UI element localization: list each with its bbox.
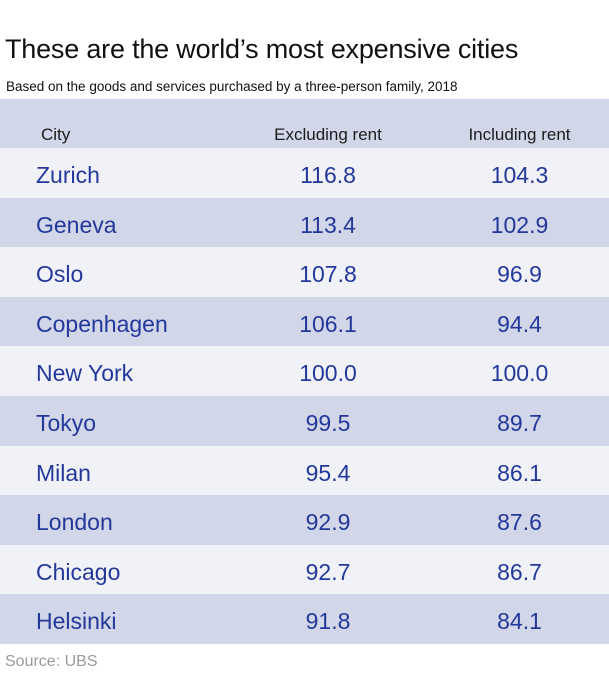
table-row: Chicago 92.7 86.7 — [0, 544, 609, 595]
city-cell: Milan — [36, 459, 91, 486]
including-rent-cell: 104.3 — [490, 162, 549, 188]
table-row: London 92.9 87.6 — [0, 495, 609, 545]
excluding-rent-cell: 95.4 — [305, 459, 351, 486]
including-rent-cell: 96.9 — [497, 261, 542, 288]
including-rent-cell: 86.7 — [497, 558, 542, 585]
column-header-excluding-rent: Excluding rent — [274, 125, 382, 144]
excluding-rent-cell: 107.8 — [299, 261, 357, 288]
excluding-rent-cell: 116.8 — [300, 162, 356, 188]
including-rent-cell: 87.6 — [497, 509, 542, 536]
including-rent-cell: 102.9 — [490, 211, 549, 238]
table-body: Zurich 116.8 104.3 Geneva 113.4 102.9 Oslo 107.… — [0, 148, 609, 644]
table-row: New York 100.0 100.0 — [0, 346, 609, 396]
city-cell: New York — [36, 360, 134, 387]
including-rent-cell: 89.7 — [497, 409, 542, 436]
source-note: Source: UBS — [5, 653, 98, 670]
table-row: Copenhagen 106.1 94.4 — [0, 296, 609, 347]
city-cell: Zurich — [36, 162, 100, 188]
table-row: Geneva 113.4 102.9 — [0, 197, 609, 248]
city-cell: London — [36, 509, 113, 536]
including-rent-cell: 100.0 — [490, 360, 549, 387]
excluding-rent-cell: 92.9 — [305, 509, 351, 536]
city-cell: Helsinki — [36, 608, 117, 635]
table-row: Milan 95.4 86.1 — [0, 445, 609, 496]
city-cell: Chicago — [36, 558, 121, 585]
excluding-rent-cell: 99.5 — [305, 409, 351, 436]
chart-title: These are the world’s most expensive cit… — [5, 34, 519, 64]
excluding-rent-cell: 100.0 — [299, 360, 357, 387]
including-rent-cell: 84.1 — [497, 608, 542, 635]
including-rent-cell: 86.1 — [497, 459, 542, 486]
table-header: City Excluding rent Including rent — [0, 99, 609, 148]
chart-subtitle: Based on the goods and services purchase… — [6, 79, 458, 94]
cities-table: City Excluding rent Including rent Zuric… — [0, 99, 609, 644]
table-row: Tokyo 99.5 89.7 — [0, 395, 609, 446]
excluding-rent-cell: 113.4 — [300, 211, 356, 238]
excluding-rent-cell: 106.1 — [299, 310, 357, 337]
city-cell: Copenhagen — [36, 310, 168, 337]
city-cell: Geneva — [36, 211, 117, 238]
column-header-including-rent: Including rent — [468, 125, 571, 144]
table-row: Zurich 116.8 104.3 — [0, 148, 609, 198]
excluding-rent-cell: 92.7 — [305, 558, 351, 585]
city-cell: Oslo — [36, 261, 84, 288]
including-rent-cell: 94.4 — [497, 310, 542, 337]
table-row: Oslo 107.8 96.9 — [0, 247, 609, 297]
excluding-rent-cell: 91.8 — [305, 608, 351, 635]
column-header-city: City — [41, 125, 71, 144]
table-row: Helsinki 91.8 84.1 — [0, 594, 609, 644]
city-cell: Tokyo — [36, 409, 97, 436]
